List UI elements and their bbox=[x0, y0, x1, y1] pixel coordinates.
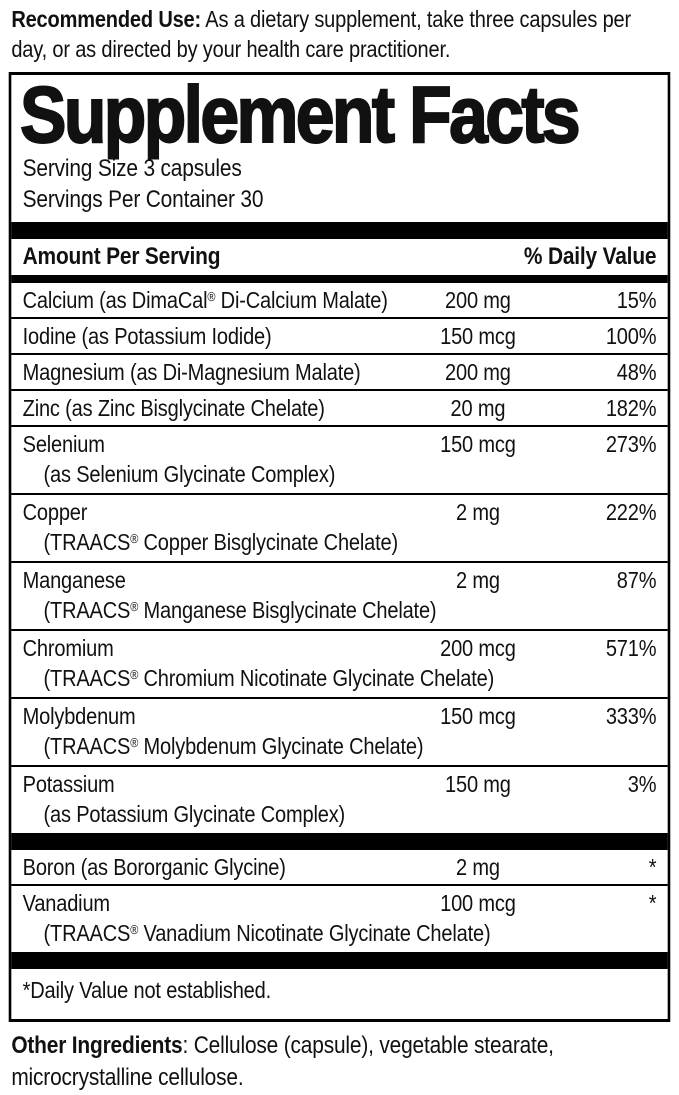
nutrient-source: (TRAACS® Molybdenum Glycinate Chelate) bbox=[43, 733, 424, 759]
table-row: Zinc (as Zinc Bisglycinate Chelate) 20 m… bbox=[11, 389, 668, 425]
table-row: Calcium (as DimaCal® Di-Calcium Malate) … bbox=[11, 283, 667, 317]
nutrient-source: (TRAACS® Vanadium Nicotinate Glycinate C… bbox=[43, 920, 491, 946]
divider-bar-top bbox=[11, 222, 668, 239]
table-row: Iodine (as Potassium Iodide) 150 mcg 100… bbox=[11, 317, 668, 353]
nutrient-amount: 200 mcg bbox=[440, 635, 516, 661]
nutrient-name: Boron (as Bororganic Glycine) bbox=[22, 854, 286, 880]
nutrient-source: (TRAACS® Manganese Bisglycinate Chelate) bbox=[43, 597, 437, 623]
nutrient-source: (as Selenium Glycinate Complex) bbox=[43, 461, 336, 487]
nutrient-amount: 150 mcg bbox=[440, 323, 516, 349]
table-row: Copper 2 mg 222% (TRAACS® Copper Bisglyc… bbox=[11, 493, 668, 561]
nutrient-amount: 150 mg bbox=[445, 771, 511, 797]
nutrient-name: Vanadium bbox=[22, 890, 110, 916]
nutrient-amount: 2 mg bbox=[455, 854, 500, 880]
nutrient-amount: 2 mg bbox=[455, 567, 500, 593]
table-row: Manganese 2 mg 87% (TRAACS® Manganese Bi… bbox=[11, 561, 668, 629]
nutrient-amount: 20 mg bbox=[450, 395, 506, 421]
table-row: Magnesium (as Di-Magnesium Malate) 200 m… bbox=[11, 353, 668, 389]
nutrient-dv: * bbox=[648, 890, 657, 916]
nutrient-dv: 48% bbox=[616, 359, 657, 385]
recommended-use-label: Recommended Use: bbox=[11, 6, 202, 32]
nutrient-dv: 571% bbox=[605, 635, 657, 661]
nutrient-dv: 222% bbox=[605, 499, 657, 525]
panel-title: Supplement Facts bbox=[19, 70, 581, 159]
divider-bar-bottom bbox=[11, 952, 668, 969]
other-ingredients-label: Other Ingredients bbox=[11, 1032, 183, 1059]
nutrient-amount: 200 mg bbox=[445, 287, 511, 313]
nutrient-name: Zinc (as Zinc Bisglycinate Chelate) bbox=[22, 395, 325, 421]
nutrient-amount: 150 mcg bbox=[440, 703, 516, 729]
nutrient-dv: 100% bbox=[605, 323, 657, 349]
recommended-use: Recommended Use: As a dietary supplement… bbox=[11, 4, 667, 64]
table-row: Selenium 150 mcg 273% (as Selenium Glyci… bbox=[11, 425, 668, 493]
nutrient-source: (as Potassium Glycinate Complex) bbox=[43, 801, 346, 827]
other-ingredients: Other Ingredients: Cellulose (capsule), … bbox=[11, 1030, 667, 1094]
servings-per-container: Servings Per Container 30 bbox=[22, 186, 264, 213]
nutrient-dv: 182% bbox=[605, 395, 657, 421]
nutrient-dv: 333% bbox=[605, 703, 657, 729]
table-row: Molybdenum 150 mcg 333% (TRAACS® Molybde… bbox=[11, 697, 668, 765]
dv-footnote: *Daily Value not established. bbox=[22, 977, 272, 1003]
amount-per-serving-header: Amount Per Serving bbox=[22, 243, 221, 270]
daily-value-header: % Daily Value bbox=[523, 243, 657, 270]
serving-size: Serving Size 3 capsules bbox=[22, 155, 242, 182]
nutrient-amount: 2 mg bbox=[455, 499, 500, 525]
nutrient-name: Chromium bbox=[22, 635, 114, 661]
recommended-use-text: As a dietary supplement, take three caps… bbox=[11, 6, 631, 62]
nutrient-name: Manganese bbox=[22, 567, 126, 593]
nutrient-name: Copper bbox=[22, 499, 88, 525]
nutrient-dv: * bbox=[648, 854, 657, 880]
label-page: Recommended Use: As a dietary supplement… bbox=[0, 4, 679, 1094]
nutrient-source: (TRAACS® Copper Bisglycinate Chelate) bbox=[43, 529, 399, 555]
divider-bar-middle bbox=[11, 833, 668, 850]
nutrient-amount: 150 mcg bbox=[440, 431, 516, 457]
table-row: Potassium 150 mg 3% (as Potassium Glycin… bbox=[11, 765, 668, 833]
nutrient-rows: Calcium (as DimaCal® Di-Calcium Malate) … bbox=[11, 283, 668, 833]
nutrient-name: Iodine (as Potassium Iodide) bbox=[22, 323, 272, 349]
supplement-facts-panel: Supplement Facts Serving Size 3 capsules… bbox=[8, 70, 671, 1022]
table-row: Boron (as Bororganic Glycine) 2 mg * bbox=[11, 850, 667, 884]
nutrient-amount: 200 mg bbox=[445, 359, 511, 385]
nutrient-source: (TRAACS® Chromium Nicotinate Glycinate C… bbox=[43, 665, 495, 691]
nutrient-dv: 87% bbox=[616, 567, 657, 593]
other-ingredients-text: : Cellulose (capsule), vegetable stearat… bbox=[11, 1032, 554, 1091]
table-row: Chromium 200 mcg 571% (TRAACS® Chromium … bbox=[11, 629, 668, 697]
nutrient-amount: 100 mcg bbox=[440, 890, 516, 916]
table-header: Amount Per Serving % Daily Value bbox=[11, 239, 667, 275]
table-row: Vanadium 100 mcg * (TRAACS® Vanadium Nic… bbox=[11, 884, 668, 952]
nutrient-name: Magnesium (as Di-Magnesium Malate) bbox=[22, 359, 361, 385]
nutrient-name: Selenium bbox=[22, 431, 105, 457]
nutrient-name: Molybdenum bbox=[22, 703, 136, 729]
nutrient-dv: 273% bbox=[605, 431, 657, 457]
nutrient-dv: 3% bbox=[627, 771, 657, 797]
nutrient-name: Calcium (as DimaCal® Di-Calcium Malate) bbox=[22, 287, 388, 313]
nutrient-dv: 15% bbox=[616, 287, 657, 313]
header-rule-bar bbox=[11, 275, 668, 283]
nutrient-name: Potassium bbox=[22, 771, 115, 797]
no-dv-nutrient-rows: Boron (as Bororganic Glycine) 2 mg * Van… bbox=[11, 850, 668, 952]
